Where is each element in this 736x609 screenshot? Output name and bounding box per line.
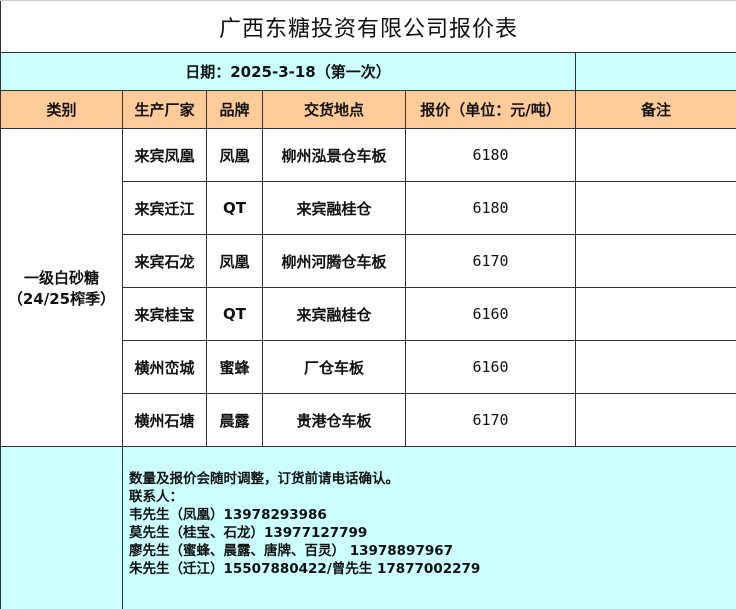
sheet-title: 广西东糖投资有限公司报价表 [0,0,736,53]
maker-cell[interactable]: 来宾石龙 [122,234,207,288]
location-cell[interactable]: 贵港仓车板 [262,393,406,447]
note-cell[interactable] [574,234,736,288]
maker-cell[interactable]: 横州石塘 [122,393,207,447]
price-cell[interactable]: 6170 [405,393,576,447]
notes-line: 联系人： [129,489,183,505]
price-cell[interactable]: 6170 [405,234,576,288]
brand-cell[interactable]: 凤凰 [206,234,263,288]
note-cell[interactable] [574,340,736,394]
date-blank-cell[interactable] [574,52,736,91]
note-cell[interactable] [574,181,736,235]
location-cell[interactable]: 厂仓车板 [262,340,406,394]
note-cell[interactable] [574,128,736,182]
notes-line: 朱先生（迁江）15507880422/曾先生 17877002279 [129,561,481,577]
price-cell[interactable]: 6160 [405,340,576,394]
category-name: 一级白砂糖 [23,268,99,287]
location-cell[interactable]: 柳州河腾仓车板 [262,234,406,288]
maker-cell[interactable]: 来宾迁江 [122,181,207,235]
brand-cell[interactable]: 凤凰 [206,128,263,182]
brand-cell[interactable]: 晨露 [206,393,263,447]
note-cell[interactable] [574,287,736,341]
price-cell[interactable]: 6180 [405,128,576,182]
brand-cell[interactable]: QT [206,181,263,235]
table-row: 来宾迁江 QT 来宾融桂仓 6180 [1,181,736,235]
maker-cell[interactable]: 横州峦城 [122,340,207,394]
header-brand[interactable]: 品牌 [206,90,263,129]
maker-cell[interactable]: 来宾凤凰 [122,128,207,182]
table-row: 来宾桂宝 QT 来宾融桂仓 6160 [1,287,736,341]
note-cell[interactable] [574,393,736,447]
date-cell[interactable]: 日期：2025-3-18（第一次） [0,52,576,91]
notes-line: 莫先生（桂宝、石龙）13977127799 [129,525,368,541]
table-row: 横州峦城 蜜蜂 厂仓车板 6160 [1,340,736,394]
notes-blank-cell[interactable] [0,446,123,609]
location-cell[interactable]: 柳州泓景仓车板 [262,128,406,182]
notes-line: 廖先生（蜜蜂、晨露、唐牌、百灵） 13978897967 [129,543,454,559]
table-row: 来宾石龙 凤凰 柳州河腾仓车板 6170 [1,234,736,288]
header-price[interactable]: 报价（单位：元/吨） [405,90,576,129]
location-cell[interactable]: 来宾融桂仓 [262,287,406,341]
table-row: 一级白砂糖 （24/25榨季） 来宾凤凰 凤凰 柳州泓景仓车板 6180 [0,128,736,447]
brand-cell[interactable]: 蜜蜂 [206,340,263,394]
brand-cell[interactable]: QT [206,287,263,341]
header-maker[interactable]: 生产厂家 [122,90,207,129]
maker-cell[interactable]: 来宾桂宝 [122,287,207,341]
notes-line: 数量及报价会随时调整，订货前请电话确认。 [129,471,399,487]
header-note[interactable]: 备注 [574,90,736,129]
category-season: （24/25榨季） [7,289,116,308]
table-row: 横州石塘 晨露 贵港仓车板 6170 [1,393,736,447]
header-location[interactable]: 交货地点 [262,90,406,129]
category-cell[interactable]: 一级白砂糖 （24/25榨季） [0,128,123,447]
header-category[interactable]: 类别 [0,90,123,129]
notes-line: 韦先生（凤凰）13978293986 [129,507,327,523]
location-cell[interactable]: 来宾融桂仓 [262,181,406,235]
price-cell[interactable]: 6180 [405,181,576,235]
notes-cell[interactable]: 数量及报价会随时调整，订货前请电话确认。 联系人： 韦先生（凤凰）139782939… [121,446,736,609]
price-cell[interactable]: 6160 [405,287,576,341]
